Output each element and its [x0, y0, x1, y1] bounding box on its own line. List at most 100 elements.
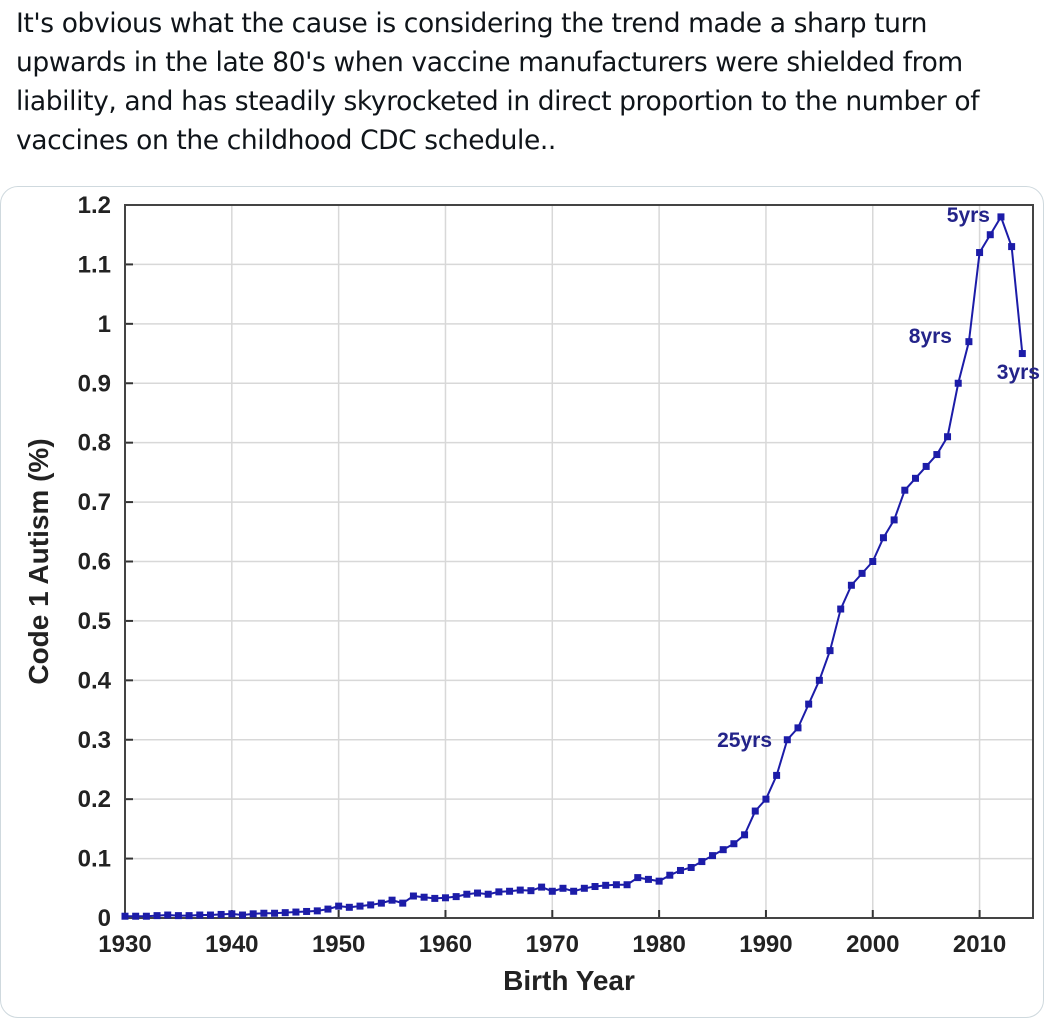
data-point [751, 807, 759, 815]
data-point [206, 911, 214, 919]
y-tick-label: 1.2 [78, 192, 111, 219]
data-point [324, 905, 332, 913]
data-point [676, 866, 684, 874]
data-point [474, 889, 482, 897]
data-point [356, 902, 364, 910]
data-point [132, 912, 140, 920]
data-point [271, 909, 279, 917]
data-point [783, 736, 791, 744]
x-tick-label: 1990 [739, 931, 792, 958]
x-tick-label: 1940 [205, 931, 258, 958]
data-point [313, 907, 321, 915]
y-tick-label: 0.5 [78, 608, 111, 635]
data-point [1018, 350, 1026, 358]
data-point [228, 910, 236, 918]
data-point [612, 881, 620, 889]
data-point [527, 887, 535, 895]
data-point [805, 700, 813, 708]
y-tick-label: 0.2 [78, 786, 111, 813]
x-tick-label: 2000 [846, 931, 899, 958]
data-point [976, 249, 984, 257]
y-tick-label: 0.1 [78, 846, 111, 873]
data-point [901, 486, 909, 494]
data-point [570, 887, 578, 895]
x-tick-label: 2010 [953, 931, 1006, 958]
data-point [388, 896, 396, 904]
data-point [826, 647, 834, 655]
data-point [773, 771, 781, 779]
data-point [431, 894, 439, 902]
annotation: 8yrs [909, 325, 952, 348]
data-point [837, 605, 845, 613]
data-point [741, 831, 749, 839]
data-point [538, 883, 546, 891]
data-point [441, 894, 449, 902]
data-point [580, 884, 588, 892]
data-point [944, 433, 952, 441]
data-point [345, 903, 353, 911]
data-point [762, 795, 770, 803]
data-point [698, 858, 706, 866]
data-point [591, 883, 599, 891]
annotation: 3yrs [997, 361, 1040, 384]
data-point [399, 899, 407, 907]
plot-frame [124, 204, 1034, 919]
data-point [794, 724, 802, 732]
y-tick-label: 0.3 [78, 727, 111, 754]
data-point [1008, 243, 1016, 251]
data-point [933, 451, 941, 459]
data-point [634, 874, 642, 882]
data-point [847, 581, 855, 589]
data-point [666, 871, 674, 879]
x-tick-label: 1960 [419, 931, 472, 958]
data-point [463, 890, 471, 898]
y-tick-label: 0.6 [78, 549, 111, 576]
data-line [125, 214, 1024, 918]
data-point [260, 909, 268, 917]
data-point [196, 911, 204, 919]
y-tick-label: 1.1 [78, 251, 111, 278]
x-axis-title: Birth Year [503, 965, 635, 996]
data-point [559, 884, 567, 892]
data-point [303, 907, 311, 915]
y-tick-label: 0.9 [78, 370, 111, 397]
data-point [377, 899, 385, 907]
x-tick-label: 1950 [312, 931, 365, 958]
data-point [869, 558, 877, 565]
data-point [623, 881, 631, 889]
data-point [730, 840, 738, 848]
data-point [506, 887, 514, 895]
data-point [249, 910, 257, 918]
data-point [879, 534, 887, 542]
x-tick-label: 1980 [632, 931, 685, 958]
data-point [142, 912, 150, 920]
data-point [954, 379, 962, 387]
data-point [217, 910, 225, 918]
data-point [548, 887, 556, 895]
data-point [292, 908, 300, 916]
data-point [986, 231, 994, 239]
post-text: It's obvious what the cause is consideri… [16, 8, 980, 156]
data-point [911, 474, 919, 482]
x-tick-label: 1930 [98, 931, 151, 958]
data-point [644, 875, 652, 883]
data-point [164, 911, 172, 919]
y-tick-label: 0.8 [78, 430, 111, 457]
data-point [922, 462, 930, 470]
data-point [997, 213, 1005, 221]
data-point [516, 886, 524, 894]
data-point [602, 881, 610, 889]
y-tick-label: 1 [98, 311, 111, 338]
data-point [239, 911, 247, 919]
data-point [655, 877, 663, 885]
data-point [409, 892, 417, 900]
data-point [452, 893, 460, 901]
y-tick-label: 0.7 [78, 489, 111, 516]
annotation: 25yrs [717, 729, 772, 752]
data-point [709, 852, 717, 860]
data-point [687, 863, 695, 871]
data-point [495, 888, 503, 896]
data-point [719, 846, 727, 854]
